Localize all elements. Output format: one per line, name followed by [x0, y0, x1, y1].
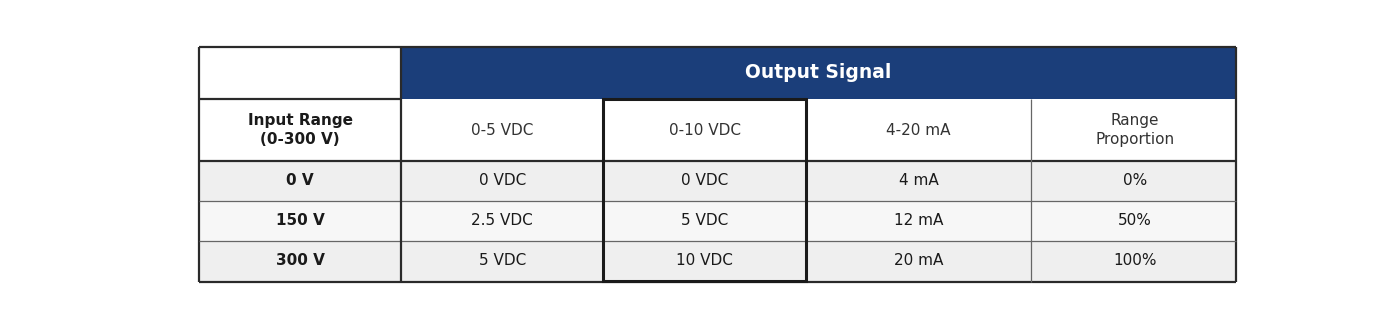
Bar: [402, 46, 1236, 99]
Bar: [603, 99, 805, 280]
Text: 12 mA: 12 mA: [893, 213, 944, 228]
Text: 0 VDC: 0 VDC: [680, 173, 728, 188]
Text: 0 VDC: 0 VDC: [479, 173, 526, 188]
Text: Output Signal: Output Signal: [745, 63, 892, 83]
Text: 4 mA: 4 mA: [899, 173, 938, 188]
Bar: [199, 201, 1236, 240]
Text: 5 VDC: 5 VDC: [680, 213, 728, 228]
Text: Input Range
(0-300 V): Input Range (0-300 V): [248, 113, 353, 148]
Text: 10 VDC: 10 VDC: [676, 253, 734, 268]
Text: 50%: 50%: [1119, 213, 1152, 228]
Text: 100%: 100%: [1113, 253, 1156, 268]
Text: 0-5 VDC: 0-5 VDC: [470, 123, 533, 137]
Text: 5 VDC: 5 VDC: [479, 253, 526, 268]
Bar: [199, 99, 1236, 161]
Text: Range
Proportion: Range Proportion: [1095, 113, 1175, 148]
Text: 0-10 VDC: 0-10 VDC: [669, 123, 741, 137]
Text: 0%: 0%: [1123, 173, 1147, 188]
Text: 4-20 mA: 4-20 mA: [886, 123, 951, 137]
Text: 150 V: 150 V: [276, 213, 325, 228]
Bar: [199, 240, 1236, 280]
Text: 2.5 VDC: 2.5 VDC: [472, 213, 533, 228]
Bar: [199, 161, 1236, 201]
Text: 20 mA: 20 mA: [893, 253, 944, 268]
Text: 0 V: 0 V: [286, 173, 314, 188]
Text: 300 V: 300 V: [276, 253, 325, 268]
